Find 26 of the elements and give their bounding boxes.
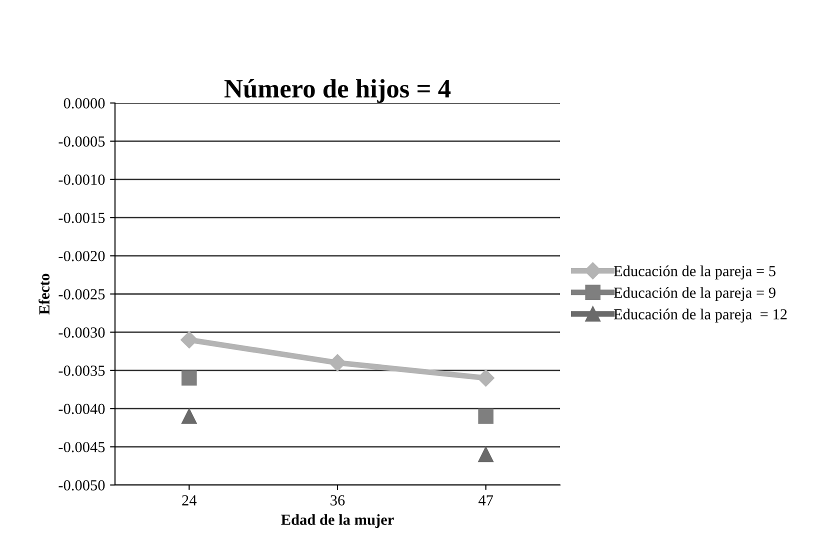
chart-title: Número de hijos = 4 xyxy=(224,79,451,103)
y-tick-label: -0.0010 xyxy=(58,174,105,185)
y-tick-label: -0.0050 xyxy=(58,480,105,491)
y-tick-label: 0.0000 xyxy=(64,98,105,109)
legend-label: Educación de la pareja = 5 xyxy=(614,266,776,280)
point xyxy=(182,408,197,424)
y-tick-label: -0.0030 xyxy=(58,327,105,338)
point xyxy=(182,370,197,386)
point xyxy=(477,369,494,387)
x-axis-title: Edad de la mujer xyxy=(281,514,394,528)
y-tick-label: -0.0025 xyxy=(58,289,105,300)
x-tick-label: 36 xyxy=(330,495,345,506)
x-tick-label: 47 xyxy=(478,495,494,506)
y-tick-label: -0.0015 xyxy=(58,212,105,224)
point xyxy=(478,446,494,462)
y-axis-title: Efecto xyxy=(38,274,50,315)
point xyxy=(328,354,346,372)
legend-label: Educación de la pareja = 9 xyxy=(614,287,776,301)
y-tick-label: -0.0020 xyxy=(58,250,105,262)
y-tick-label: -0.0040 xyxy=(58,404,105,414)
point xyxy=(478,408,494,424)
y-tick-label: -0.0005 xyxy=(58,136,105,147)
point xyxy=(180,331,198,348)
y-tick-label: -0.0035 xyxy=(58,366,105,376)
y-tick-label: -0.0045 xyxy=(58,442,105,452)
x-tick-label: 24 xyxy=(182,495,197,506)
